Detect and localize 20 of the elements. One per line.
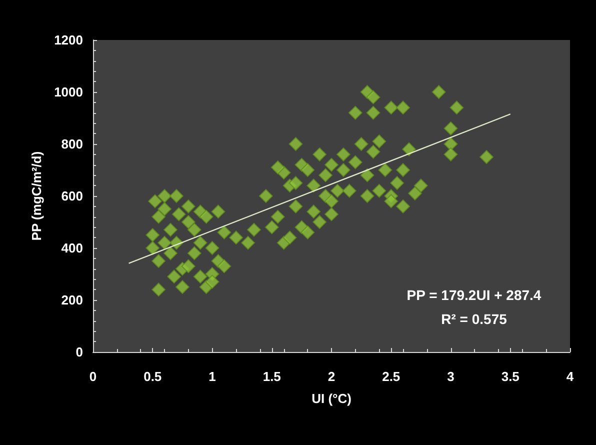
x-tick-label: 3 <box>447 369 454 384</box>
x-tick-label: 1.5 <box>262 369 281 384</box>
x-tick-label: 0 <box>89 369 97 384</box>
x-tick-label: 1 <box>208 369 216 384</box>
y-tick-label: 400 <box>61 240 83 256</box>
x-tick-label: 0.5 <box>144 369 162 384</box>
y-tick-label: 800 <box>61 136 83 152</box>
y-tick-label: 200 <box>61 292 83 308</box>
y-tick-label: 1000 <box>54 84 83 100</box>
y-axis-title: PP (mgC/m²/d) <box>29 151 44 241</box>
annotation: PP = 179.2UI + 287.4 <box>406 287 542 303</box>
x-tick-label: 2 <box>328 369 336 384</box>
annotation: R² = 0.575 <box>441 311 508 327</box>
x-axis-title: UI (°C) <box>312 391 352 406</box>
y-tick-label: 1200 <box>54 32 83 48</box>
x-tick-label: 4 <box>566 369 574 384</box>
y-tick-label: 600 <box>61 188 83 204</box>
y-tick-label: 0 <box>76 344 83 360</box>
x-tick-label: 3.5 <box>501 369 520 384</box>
x-tick-label: 2.5 <box>382 369 400 384</box>
